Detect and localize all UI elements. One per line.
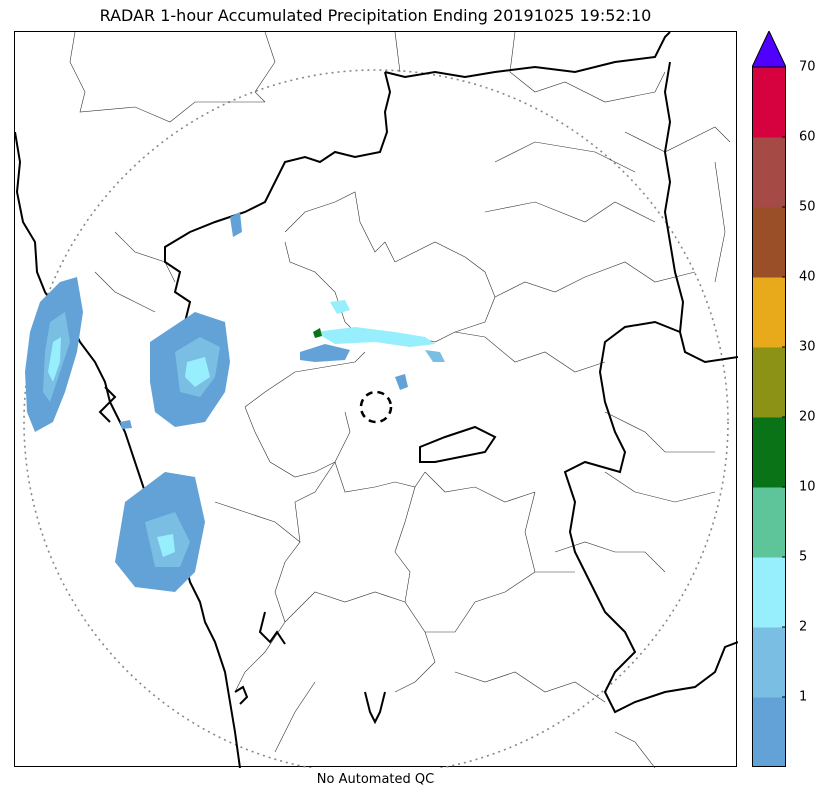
rain-streak-central-1 — [300, 344, 350, 362]
colorbar-tick-label: 2 — [799, 619, 808, 635]
colorbar-tick-label: 40 — [799, 269, 816, 285]
rain-spot-south — [395, 374, 408, 390]
colorbar-segment — [752, 487, 786, 558]
range-ring — [23, 69, 729, 768]
precipitation-echoes — [25, 212, 445, 592]
colorbar-tick-label: 1 — [799, 689, 808, 705]
qc-caption: No Automated QC — [316, 772, 435, 787]
colorbar-segment — [752, 137, 786, 208]
colorbar-tick-label: 30 — [799, 339, 816, 355]
colorbar-segment — [752, 417, 786, 488]
colorbar-tick-label: 70 — [799, 59, 816, 75]
rain-streak-central-2 — [315, 327, 435, 347]
rain-cell-west-heavy — [48, 337, 61, 382]
colorbar-segment — [752, 277, 786, 348]
rain-cell-southwest-heavy — [157, 534, 175, 557]
rain-streak-east — [425, 350, 445, 362]
radar-site-icon[interactable] — [359, 390, 393, 424]
colorbar-tick-label: 10 — [799, 479, 816, 495]
rain-streak-central-3 — [330, 300, 350, 314]
map-title: RADAR 1-hour Accumulated Precipitation E… — [99, 6, 652, 25]
rain-spot-coast — [120, 420, 132, 429]
colorbar-segment — [752, 207, 786, 278]
colorbar-segment — [752, 697, 786, 767]
state-boundaries — [15, 32, 738, 768]
radar-map[interactable] — [14, 31, 738, 768]
colorbar-segment — [752, 67, 786, 138]
colorbar-tick-label: 60 — [799, 129, 816, 145]
colorbar-segment — [752, 557, 786, 628]
rain-cell-northwest-heavy — [185, 357, 210, 387]
colorbar-tick-label: 20 — [799, 409, 816, 425]
map-canvas — [15, 32, 738, 768]
colorbar-tick-label: 5 — [799, 549, 808, 565]
colorbar-tick-label: 50 — [799, 199, 816, 215]
colorbar — [752, 31, 786, 767]
colorbar-extend-arrow — [752, 31, 786, 68]
rain-dot-green — [313, 328, 322, 338]
rain-spot-north — [230, 212, 242, 237]
colorbar-segment — [752, 627, 786, 698]
colorbar-segment — [752, 347, 786, 418]
